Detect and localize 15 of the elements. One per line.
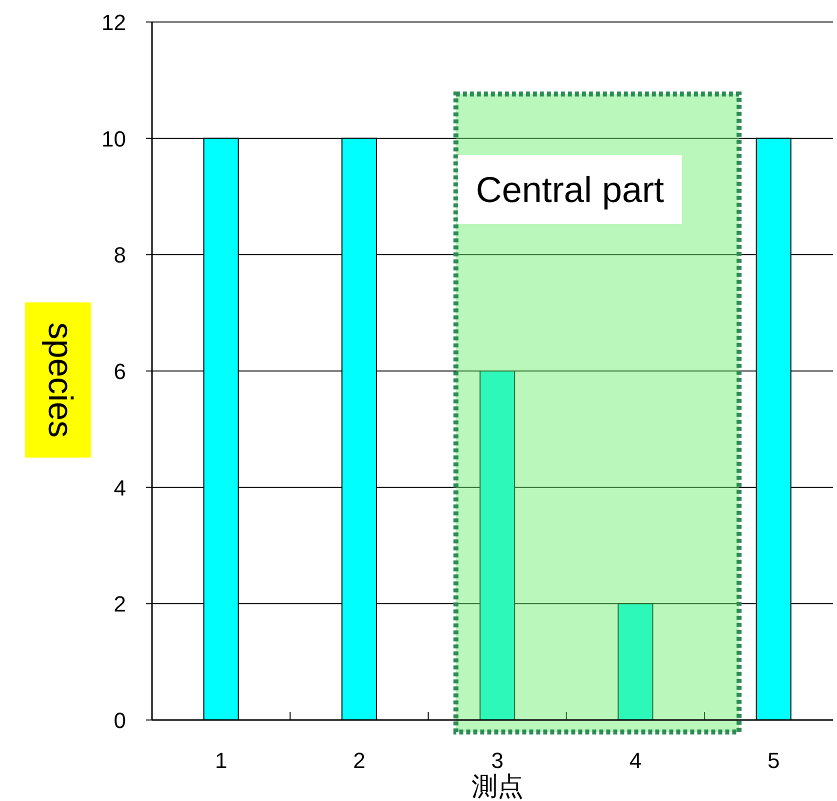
x-tick-label: 2	[353, 748, 366, 773]
y-tick-label: 0	[114, 708, 126, 733]
x-axis-title: 測点	[471, 771, 524, 801]
y-tick-label: 6	[114, 359, 126, 384]
y-axis-title: species	[41, 322, 80, 438]
x-tick-label: 1	[214, 748, 228, 773]
x-tick-label: 5	[767, 748, 780, 773]
band-label: Central part	[476, 169, 664, 210]
y-tick-label: 12	[102, 10, 126, 35]
y-tick-label: 4	[114, 475, 126, 500]
x-tick-label: 4	[629, 748, 642, 773]
y-tick-label: 10	[102, 126, 126, 152]
y-tick-label: 8	[114, 242, 126, 268]
x-tick-label: 3	[491, 748, 504, 773]
y-tick-label: 2	[114, 592, 126, 617]
